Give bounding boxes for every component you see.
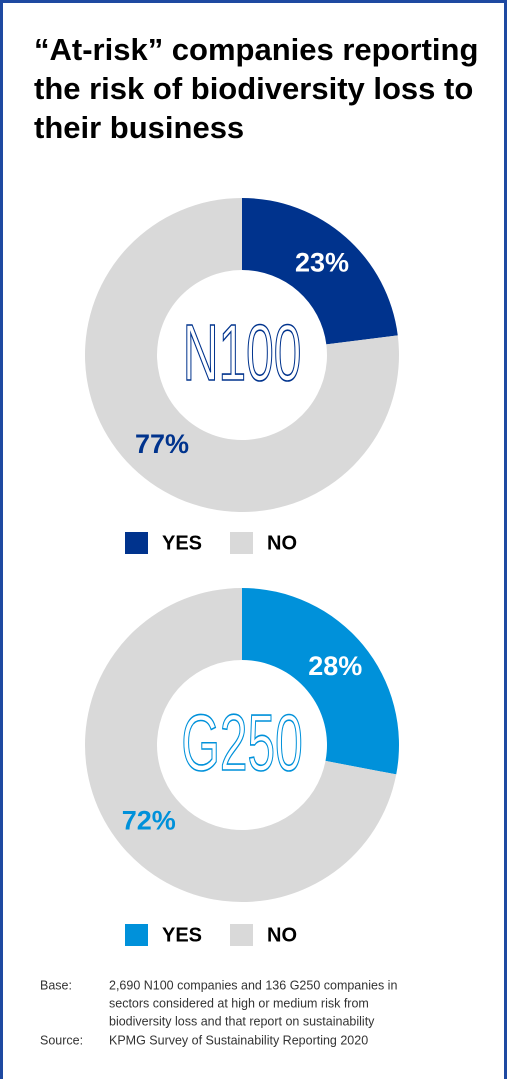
value-label: 77% xyxy=(135,429,189,459)
note-line: 2,690 N100 companies and 136 G250 compan… xyxy=(109,978,397,992)
donut-slice xyxy=(84,198,399,513)
title-line: their business xyxy=(34,110,244,145)
note-line: KPMG Survey of Sustainability Reporting … xyxy=(109,1033,368,1047)
legend-label: YES xyxy=(162,924,202,946)
donut-slice xyxy=(242,588,399,775)
title-line: the risk of biodiversity loss to xyxy=(34,71,473,106)
note-label: Base: xyxy=(40,978,72,992)
legend-label: NO xyxy=(267,924,297,946)
value-label: 72% xyxy=(122,805,176,835)
legend-swatch xyxy=(125,924,148,946)
center-label: N100 xyxy=(183,309,302,398)
note-label: Source: xyxy=(40,1033,83,1047)
value-label: 28% xyxy=(308,651,362,681)
note-line: sectors considered at high or medium ris… xyxy=(109,996,369,1010)
legend-swatch xyxy=(230,532,253,554)
donut-slice xyxy=(242,198,398,345)
legend-label: YES xyxy=(162,532,202,554)
center-label: G250 xyxy=(181,699,302,788)
donut-slice xyxy=(84,588,397,903)
note-line: biodiversity loss and that report on sus… xyxy=(109,1014,375,1028)
title-line: “At-risk” companies reporting xyxy=(34,32,478,67)
legend-label: NO xyxy=(267,532,297,554)
legend-swatch xyxy=(125,532,148,554)
value-label: 23% xyxy=(295,247,349,277)
legend-swatch xyxy=(230,924,253,946)
